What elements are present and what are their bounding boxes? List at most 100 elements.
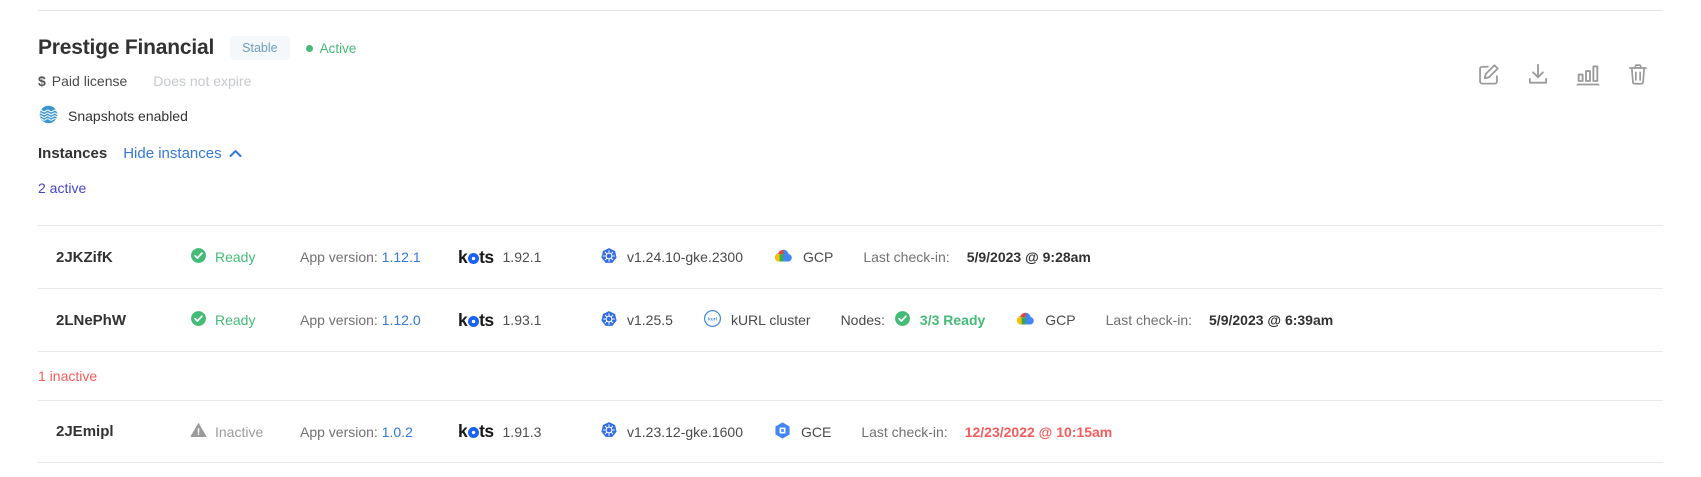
checkin-cell: Last check-in: 12/23/2022 @ 10:15am	[861, 424, 1112, 440]
snapshots-label: Snapshots enabled	[68, 108, 188, 124]
nodes-label: Nodes:	[840, 312, 885, 328]
kots-o-icon	[467, 427, 479, 438]
edit-icon	[1475, 63, 1502, 91]
checkin-cell: Last check-in: 5/9/2023 @ 6:39am	[1106, 312, 1334, 328]
instance-id: 2LNePhW	[56, 311, 127, 329]
instance-status: Ready	[190, 247, 300, 267]
app-version-label: App version:	[300, 249, 378, 265]
hide-instances-toggle[interactable]: Hide instances	[123, 145, 242, 162]
app-version-label: App version:	[300, 423, 378, 440]
warning-icon	[190, 422, 207, 442]
k8s-version: v1.25.5	[627, 312, 673, 328]
kots-cell: k ts 1.91.3	[458, 421, 600, 442]
download-icon	[1525, 63, 1551, 90]
instance-id: 2JEmipl	[56, 423, 114, 440]
kurl-icon: kurl	[703, 309, 722, 331]
license-type: Paid license	[51, 73, 128, 89]
bar-chart-icon	[1574, 65, 1602, 91]
header: Prestige Financial Stable Active	[38, 36, 1663, 60]
snapshots-icon	[38, 104, 59, 128]
dollar-icon: $	[38, 73, 46, 89]
cloud-cell: GCP	[1015, 308, 1076, 332]
chevron-up-icon	[229, 145, 242, 162]
status-label: Active	[319, 40, 357, 56]
trash-icon	[1625, 64, 1651, 90]
app-version-cell: App version: 1.0.2	[300, 424, 458, 440]
status-text: Ready	[215, 312, 256, 328]
kurl-label: kURL cluster	[730, 312, 811, 328]
check-circle-icon	[190, 247, 207, 267]
checkin-label: Last check-in:	[863, 249, 950, 265]
instance-id: 2JKZifK	[56, 248, 113, 266]
svg-text:kurl: kurl	[708, 316, 718, 322]
checkin-label: Last check-in:	[861, 423, 948, 440]
license-expiry: Does not expire	[153, 73, 252, 89]
delete-button[interactable]	[1625, 61, 1651, 87]
app-version-link[interactable]: 1.12.0	[381, 312, 421, 328]
instance-row: 2LNePhW Ready App version: 1.12.0 k ts 1.…	[38, 288, 1663, 351]
channel-badge: Stable	[230, 36, 290, 60]
app-version-cell: App version: 1.12.1	[300, 249, 458, 265]
cloud-label: GCP	[802, 249, 834, 265]
app-version-label: App version:	[300, 312, 378, 328]
kubernetes-icon	[600, 247, 618, 268]
kots-version: 1.92.1	[502, 249, 542, 265]
kots-version: 1.91.3	[502, 423, 542, 440]
customer-title: Prestige Financial	[38, 36, 215, 59]
kots-o-icon	[467, 315, 479, 327]
app-version-link[interactable]: 1.0.2	[381, 423, 413, 440]
instance-row: 2JKZifK Ready App version: 1.12.1 k ts 1.…	[38, 225, 1663, 288]
active-count-label: 2 active	[38, 180, 87, 196]
top-divider	[38, 10, 1663, 11]
kots-version: 1.93.1	[502, 312, 542, 328]
gcp-icon	[1015, 308, 1036, 332]
cloud-label: GCP	[1045, 312, 1076, 328]
k8s-version: v1.24.10-gke.2300	[627, 249, 743, 265]
toolbar	[1475, 60, 1651, 88]
kots-logo: k ts	[458, 246, 494, 267]
kurl-cell: kurl kURL cluster	[703, 309, 811, 331]
instances-label: Instances	[38, 145, 108, 162]
app-version-cell: App version: 1.12.0	[300, 312, 458, 328]
inactive-count-label: 1 inactive	[38, 351, 1663, 400]
checkin-label: Last check-in:	[1105, 312, 1193, 328]
instances-header: Instances Hide instances	[38, 145, 1663, 162]
check-circle-icon	[190, 310, 207, 330]
k8s-version-cell: v1.23.12-gke.1600	[600, 421, 743, 442]
checkin-value: 5/9/2023 @ 9:28am	[966, 249, 1091, 265]
instance-status: Ready	[190, 310, 300, 330]
kots-logo: k ts	[458, 421, 494, 441]
gcp-icon	[773, 245, 794, 269]
download-button[interactable]	[1525, 61, 1551, 87]
hide-instances-label: Hide instances	[123, 145, 222, 162]
cloud-cell: GCE	[773, 421, 831, 443]
nodes-status: 3/3 Ready	[919, 312, 986, 328]
checkin-cell: Last check-in: 5/9/2023 @ 9:28am	[863, 249, 1091, 265]
kots-cell: k ts 1.93.1	[458, 310, 600, 331]
status-text: Inactive	[215, 423, 264, 440]
gce-icon	[773, 421, 792, 443]
kots-o-icon	[467, 252, 479, 264]
app-version-link[interactable]: 1.12.1	[381, 249, 421, 265]
k8s-version-cell: v1.24.10-gke.2300	[600, 247, 743, 268]
kubernetes-icon	[600, 310, 618, 331]
check-circle-icon	[894, 310, 911, 330]
checkin-value: 12/23/2022 @ 10:15am	[964, 423, 1113, 440]
license-row: $ Paid license Does not expire	[38, 73, 1663, 89]
kubernetes-icon	[600, 421, 618, 442]
active-dot-icon	[305, 44, 313, 52]
status-text: Ready	[215, 249, 256, 265]
status-badge: Active	[305, 40, 357, 56]
edit-button[interactable]	[1475, 61, 1502, 88]
metrics-button[interactable]	[1574, 60, 1602, 88]
snapshots-row: Snapshots enabled	[38, 104, 1663, 128]
cloud-cell: GCP	[773, 245, 833, 269]
k8s-version: v1.23.12-gke.1600	[627, 423, 743, 440]
nodes-cell: Nodes: 3/3 Ready	[840, 310, 986, 330]
kots-cell: k ts 1.92.1	[458, 247, 600, 268]
cloud-label: GCE	[800, 423, 832, 440]
checkin-value: 5/9/2023 @ 6:39am	[1209, 312, 1334, 328]
kots-logo: k ts	[458, 309, 494, 330]
instance-row: 2JEmipl Inactive App version: 1.0.2 k ts …	[38, 400, 1663, 463]
